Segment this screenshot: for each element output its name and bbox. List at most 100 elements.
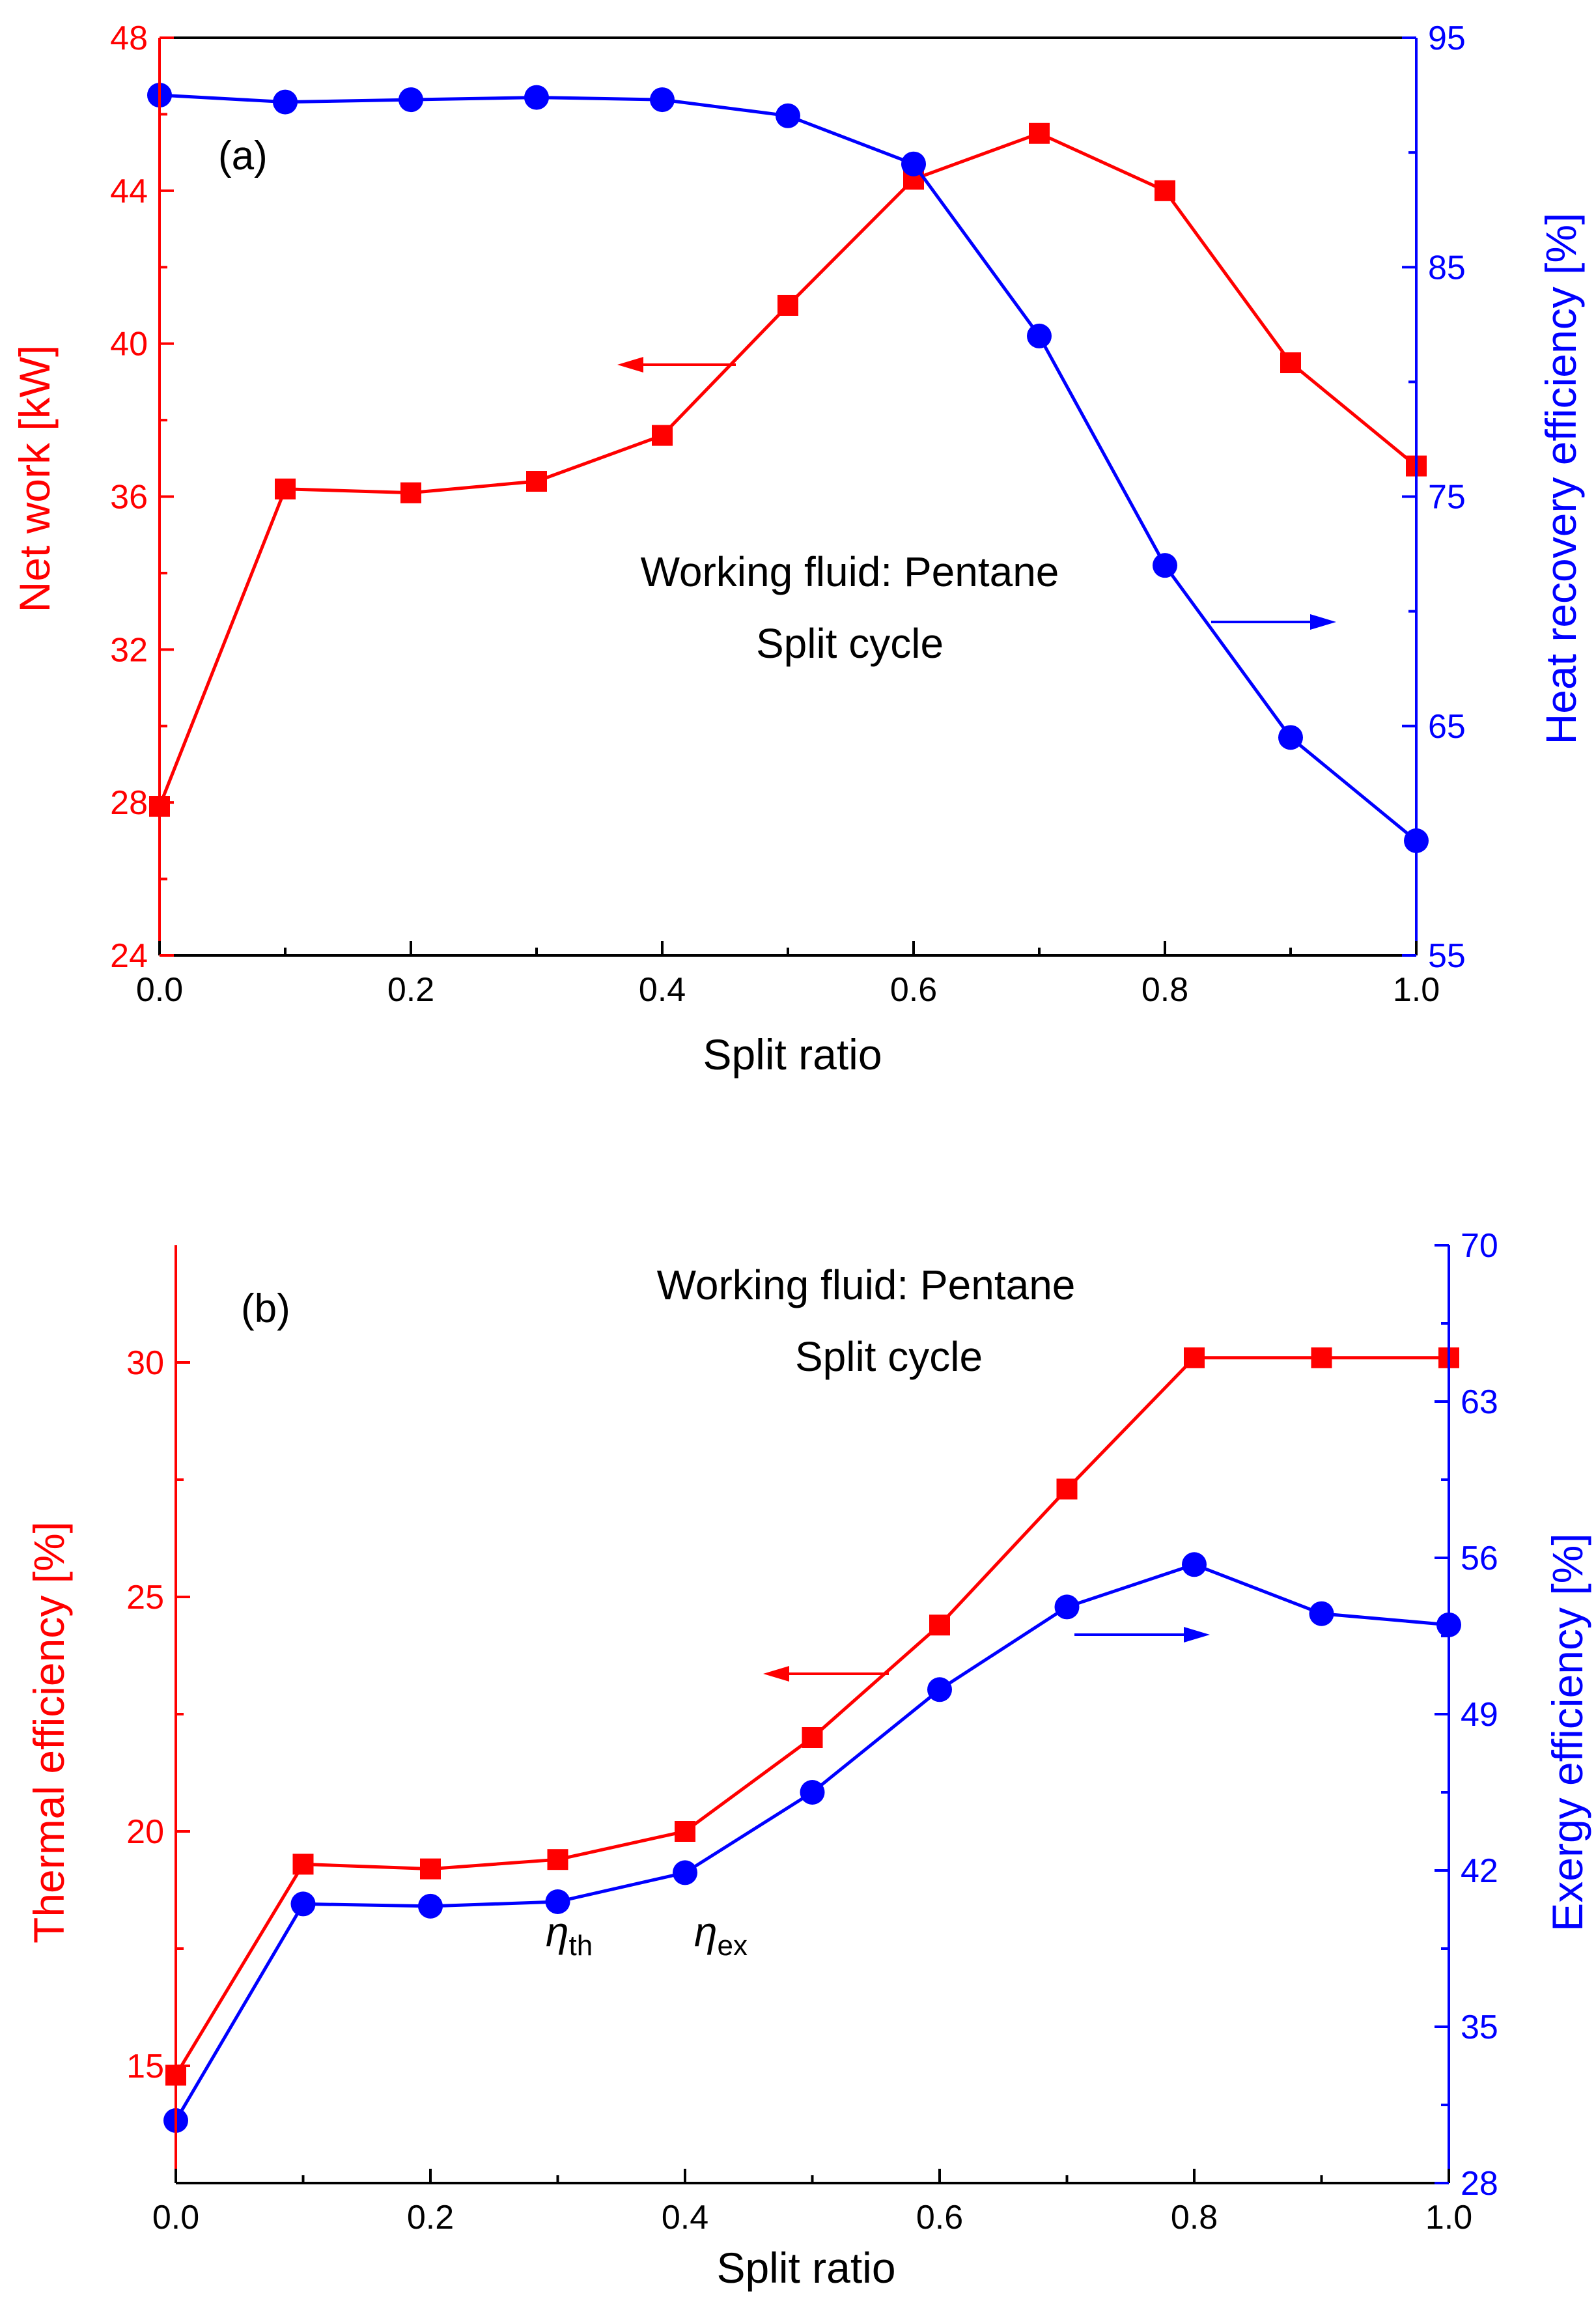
right-series-line	[159, 93, 1418, 842]
left-y-tick-label: 15	[126, 2048, 164, 2085]
eta-th-label: ηth	[546, 1908, 593, 1962]
x-tick-label: 0.8	[1171, 2199, 1218, 2236]
square-marker	[292, 1854, 314, 1875]
right-y-tick-label: 56	[1461, 1540, 1498, 1577]
x-tick-label: 1.0	[1425, 2199, 1472, 2236]
y-axis-title-left-a: Net work [kW]	[10, 345, 59, 613]
circle-marker	[399, 87, 423, 113]
left-series-line	[174, 1356, 1449, 2076]
square-marker	[652, 425, 673, 446]
square-marker	[547, 1849, 568, 1870]
circle-marker	[418, 1893, 443, 1919]
panel-a-ticks: 0.0 0.2 0.4 0.6 0.8 1.0 24 28 32 36 40 44 48 55 65 75 85…	[110, 20, 1466, 1009]
y-axis-title-right-a: Heat recovery efficiency [%]	[1537, 213, 1585, 745]
right-y-tick-label: 85	[1428, 249, 1466, 287]
x-axis-title-a: Split ratio	[703, 1030, 882, 1079]
square-marker	[1280, 352, 1301, 374]
panel-b-ticks: 0.0 0.2 0.4 0.6 0.8 1.0 15 20 25 30 28 35 42 49 56 63 70	[126, 1227, 1498, 2236]
x-axis-title-b: Split ratio	[716, 2244, 895, 2292]
circle-marker	[545, 1889, 570, 1914]
panel-b-axes	[175, 1245, 1450, 2184]
x-tick-label: 0.2	[387, 971, 434, 1009]
left-y-tick-label: 32	[110, 631, 148, 669]
circle-marker	[1278, 725, 1303, 750]
square-marker	[1311, 1347, 1332, 1368]
left-y-tick-label: 20	[126, 1813, 164, 1851]
left-axis-arrow-b	[763, 1666, 889, 1682]
left-y-tick-label: 36	[110, 479, 148, 516]
left-y-tick-label: 48	[110, 20, 148, 57]
right-y-tick-label: 70	[1461, 1227, 1498, 1265]
right-y-tick-label: 95	[1428, 20, 1466, 57]
heat-recovery-series	[147, 83, 1429, 853]
circle-marker	[673, 1860, 697, 1885]
square-marker	[777, 294, 798, 316]
left-y-tick-label: 25	[126, 1579, 164, 1616]
right-series-line	[174, 1562, 1449, 2122]
square-marker	[675, 1821, 695, 1842]
circle-marker	[650, 87, 675, 113]
annotation-fluid-b: Working fluid: Pentane	[657, 1262, 1076, 1308]
left-y-tick-label: 24	[110, 937, 148, 975]
right-axis-arrow-b	[1074, 1627, 1210, 1643]
x-tick-label: 0.6	[890, 971, 937, 1009]
annotation-fluid-a: Working fluid: Pentane	[641, 548, 1059, 595]
x-tick-label: 0.2	[407, 2199, 454, 2236]
circle-marker	[1309, 1601, 1334, 1626]
circle-marker	[901, 151, 926, 176]
square-marker	[420, 1858, 441, 1880]
thermal-efficiency-series	[165, 1347, 1459, 2086]
panel-label-a: (a)	[218, 134, 268, 178]
circle-marker	[290, 1891, 316, 1917]
x-tick-label: 0.0	[136, 971, 183, 1009]
left-series-line	[158, 132, 1418, 807]
circle-marker	[927, 1677, 952, 1702]
square-marker	[1029, 122, 1050, 144]
left-axis-arrow-a	[617, 357, 736, 373]
square-marker	[1184, 1347, 1205, 1368]
left-y-tick-label: 30	[126, 1344, 164, 1382]
exergy-efficiency-series	[163, 1552, 1461, 2133]
circle-marker	[776, 103, 800, 128]
right-y-tick-label: 63	[1461, 1383, 1498, 1421]
square-marker	[400, 482, 421, 503]
square-marker	[526, 471, 547, 492]
x-tick-label: 0.6	[916, 2199, 963, 2236]
panel-b: 0.0 0.2 0.4 0.6 0.8 1.0 15 20 25 30 28 35 42 49 56 63 70…	[25, 1227, 1591, 2292]
x-tick-label: 0.4	[639, 971, 686, 1009]
y-axis-title-right-b: Exergy efficiency [%]	[1543, 1533, 1591, 1931]
circle-marker	[800, 1780, 825, 1805]
circle-marker	[1027, 323, 1052, 348]
x-tick-label: 0.8	[1141, 971, 1188, 1009]
annotation-cycle-a: Split cycle	[756, 620, 944, 667]
circle-marker	[1182, 1552, 1207, 1577]
square-marker	[275, 478, 296, 500]
panel-a-axes	[158, 36, 1418, 957]
circle-marker	[273, 89, 298, 115]
square-marker	[929, 1615, 950, 1636]
square-marker	[802, 1727, 823, 1748]
left-y-tick-label: 28	[110, 784, 148, 822]
net-work-series	[149, 122, 1427, 817]
square-marker	[1056, 1478, 1078, 1500]
x-tick-label: 0.4	[662, 2199, 708, 2236]
right-y-tick-label: 35	[1461, 2009, 1498, 2046]
circle-marker	[1054, 1594, 1080, 1620]
x-tick-label: 1.0	[1393, 971, 1440, 1009]
x-tick-label: 0.0	[152, 2199, 199, 2236]
right-y-tick-label: 42	[1461, 1852, 1498, 1890]
panel-label-b: (b)	[241, 1286, 290, 1331]
square-marker	[1155, 180, 1175, 201]
y-axis-title-left-b: Thermal efficiency [%]	[25, 1521, 73, 1943]
circle-marker	[1153, 553, 1177, 578]
left-y-tick-label: 44	[110, 173, 148, 210]
circle-marker	[524, 85, 549, 110]
right-y-tick-label: 55	[1428, 937, 1466, 975]
right-y-tick-label: 28	[1461, 2165, 1498, 2203]
right-axis-arrow-a	[1211, 614, 1336, 630]
panel-a: 0.0 0.2 0.4 0.6 0.8 1.0 24 28 32 36 40 44 48 55 65 75 85…	[10, 20, 1585, 1079]
left-y-tick-label: 40	[110, 326, 148, 363]
right-y-tick-label: 75	[1428, 479, 1466, 516]
annotation-cycle-b: Split cycle	[795, 1333, 983, 1380]
